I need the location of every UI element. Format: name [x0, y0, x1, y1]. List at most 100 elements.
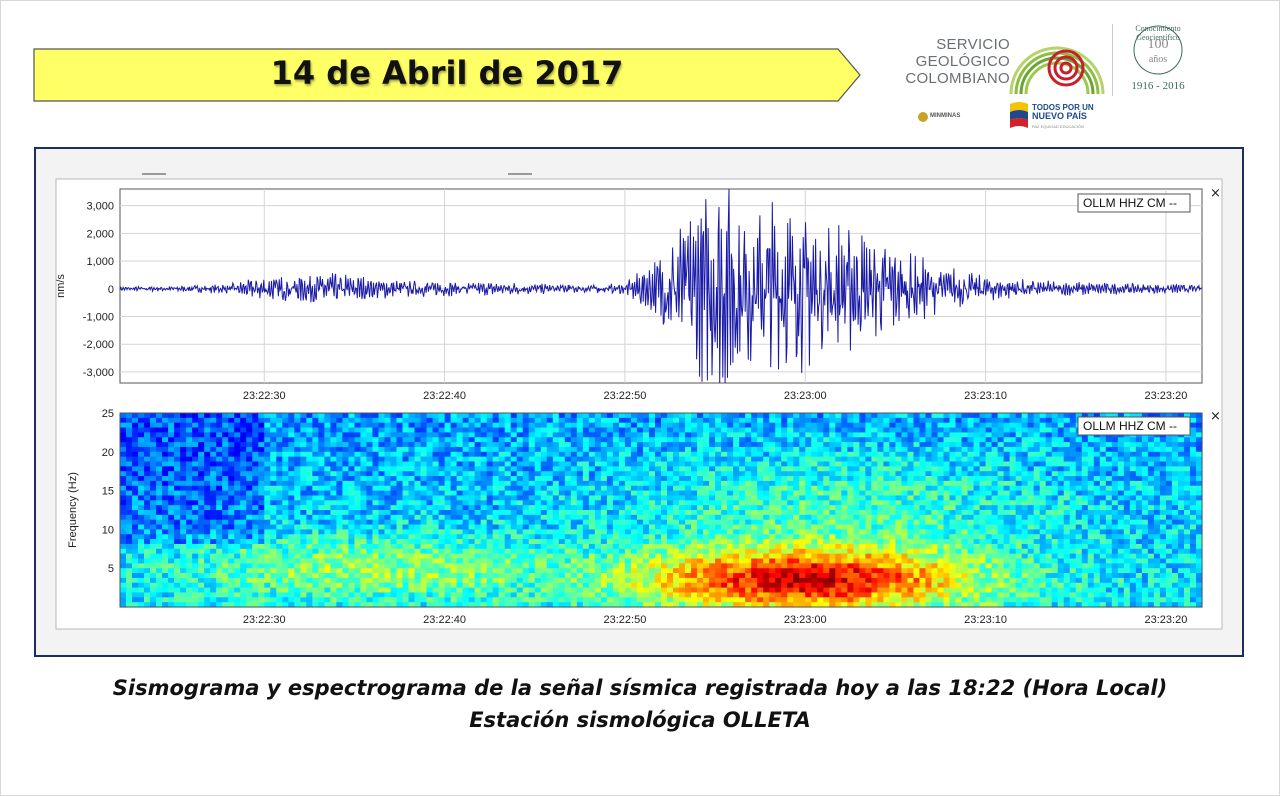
heatmap-cell	[793, 539, 800, 545]
heatmap-cell	[342, 597, 350, 603]
heatmap-cell	[697, 510, 704, 516]
heatmap-cell	[721, 514, 728, 521]
heatmap-cell	[546, 461, 554, 467]
heatmap-cell	[528, 529, 536, 535]
heatmap-cell	[847, 602, 854, 608]
heatmap-cell	[654, 577, 662, 584]
heatmap-cell	[150, 543, 157, 550]
heatmap-cell	[667, 495, 674, 501]
heatmap-cell	[648, 568, 656, 574]
heatmap-cell	[823, 432, 830, 438]
heatmap-cell	[805, 529, 812, 535]
heatmap-cell	[787, 442, 794, 448]
heatmap-cell	[787, 422, 794, 429]
heatmap-cell	[120, 495, 127, 501]
heatmap-cell	[654, 505, 662, 511]
heatmap-cell	[654, 485, 662, 492]
heatmap-cell	[618, 539, 626, 545]
heatmap-cell	[156, 422, 163, 429]
heatmap-cell	[282, 471, 289, 477]
heatmap-cell	[216, 456, 223, 463]
heatmap-cell	[618, 587, 626, 594]
heatmap-cell	[781, 558, 788, 564]
heatmap-cell	[486, 471, 494, 477]
heatmap-cell	[300, 495, 307, 501]
heatmap-cell	[396, 480, 404, 487]
heatmap-cell	[853, 485, 860, 492]
heatmap-cell	[588, 548, 596, 555]
heatmap-cell	[811, 495, 818, 501]
heatmap-cell	[594, 451, 602, 458]
heatmap-cell	[444, 413, 452, 419]
heatmap-cell	[799, 592, 806, 598]
heatmap-cell	[162, 514, 169, 521]
heatmap-cell	[733, 471, 740, 477]
heatmap-cell	[354, 524, 362, 530]
heatmap-cell	[360, 568, 368, 574]
heatmap-cell	[787, 510, 794, 516]
heatmap-cell	[138, 490, 145, 497]
heatmap-cell	[673, 446, 680, 453]
seismogram-close-icon[interactable]: ×	[1210, 186, 1221, 201]
heatmap-cell	[288, 514, 295, 521]
heatmap-cell	[198, 442, 205, 448]
heatmap-cell	[570, 534, 578, 540]
heatmap-cell	[600, 505, 608, 511]
heatmap-cell	[588, 495, 596, 501]
heatmap-cell	[288, 602, 295, 608]
heatmap-cell	[811, 413, 818, 419]
heatmap-cell	[282, 442, 289, 448]
heatmap-cell	[426, 422, 434, 429]
heatmap-cell	[498, 582, 506, 589]
heatmap-cell	[847, 592, 854, 598]
heatmap-cell	[630, 558, 638, 564]
heatmap-cell	[835, 529, 842, 535]
heatmap-cell	[342, 495, 350, 501]
heatmap-cell	[246, 442, 253, 448]
heatmap-cell	[420, 413, 428, 419]
heatmap-cell	[799, 422, 806, 429]
heatmap-cell	[679, 422, 686, 429]
heatmap-cell	[198, 573, 205, 579]
heatmap-cell	[799, 427, 806, 433]
heatmap-cell	[210, 582, 217, 589]
heatmap-cell	[811, 456, 818, 463]
heatmap-cell	[594, 500, 602, 506]
heatmap-cell	[805, 573, 812, 579]
heatmap-cell	[733, 558, 740, 564]
heatmap-cell	[450, 437, 458, 443]
heatmap-cell	[504, 573, 512, 579]
heatmap-cell	[312, 480, 319, 487]
heatmap-cell	[240, 568, 247, 574]
heatmap-cell	[294, 451, 301, 458]
heatmap-cell	[697, 553, 704, 560]
heatmap-cell	[492, 529, 500, 535]
heatmap-cell	[739, 563, 746, 569]
heatmap-cell	[186, 514, 193, 521]
heatmap-cell	[384, 514, 392, 521]
heatmap-cell	[408, 495, 416, 501]
heatmap-cell	[390, 417, 398, 424]
heatmap-cell	[120, 456, 127, 463]
heatmap-cell	[282, 417, 289, 424]
heatmap-cell	[685, 539, 692, 545]
heatmap-cell	[234, 597, 241, 603]
heatmap-cell	[396, 563, 404, 569]
heatmap-cell	[805, 539, 812, 545]
heatmap-cell	[348, 485, 356, 492]
heatmap-cell	[757, 451, 764, 458]
heatmap-cell	[132, 534, 139, 540]
heatmap-cell	[829, 476, 836, 482]
heatmap-cell	[300, 582, 307, 589]
heatmap-cell	[564, 485, 572, 492]
heatmap-cell	[642, 480, 650, 487]
heatmap-cell	[210, 573, 217, 579]
heatmap-cell	[618, 485, 626, 492]
heatmap-cell	[408, 500, 416, 506]
heatmap-cell	[691, 461, 698, 467]
heatmap-cell	[228, 592, 235, 598]
heatmap-cell	[444, 422, 452, 429]
heatmap-cell	[564, 597, 572, 603]
heatmap-cell	[150, 524, 157, 530]
